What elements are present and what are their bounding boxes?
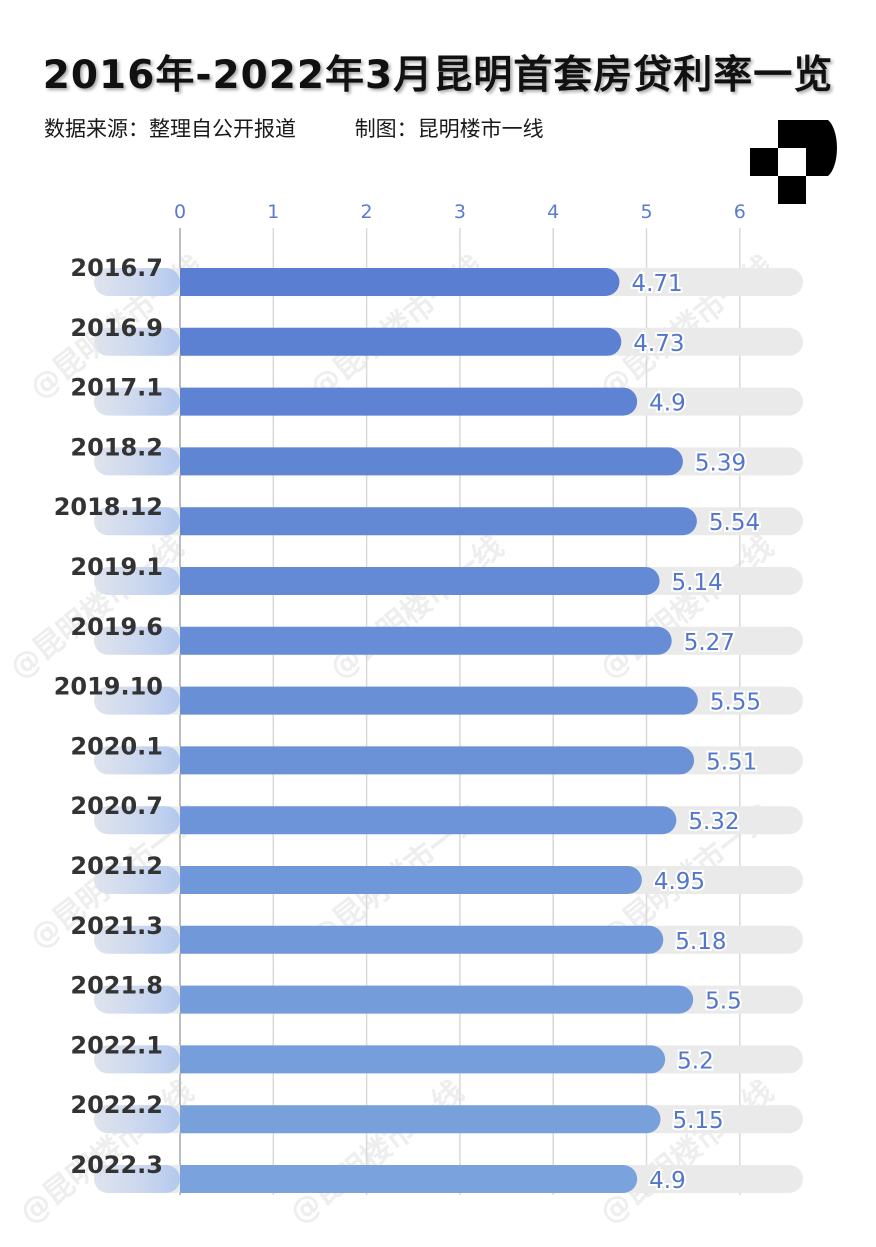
value-label: 5.51 bbox=[706, 749, 757, 775]
category-label: 2016.7 bbox=[70, 254, 163, 282]
watermark-text: @昆明楼市一线 bbox=[593, 1074, 780, 1231]
watermark-text: @昆明楼市一线 bbox=[593, 529, 780, 686]
x-tick-label: 6 bbox=[734, 201, 746, 223]
value-label: 4.95 bbox=[654, 869, 705, 895]
bar bbox=[180, 387, 638, 416]
category-stub bbox=[94, 985, 180, 1014]
x-axis-ticks: 0 1 2 3 4 5 6 bbox=[174, 201, 746, 223]
bar-row: 2019.1 5.14 bbox=[70, 553, 803, 598]
value-label: 5.5 bbox=[705, 989, 742, 1015]
category-label: 2018.12 bbox=[54, 493, 163, 521]
bar-row: 2018.2 5.39 bbox=[70, 433, 803, 478]
watermark-text: @昆明楼市一线 bbox=[283, 1074, 470, 1231]
bar-row: 2016.7 4.71 bbox=[70, 254, 803, 299]
category-label: 2016.9 bbox=[70, 314, 163, 342]
category-label: 2018.2 bbox=[70, 433, 163, 461]
category-stub bbox=[94, 866, 180, 894]
author-text: 制图：昆明楼市一线 bbox=[354, 117, 544, 141]
x-tick-label: 2 bbox=[361, 201, 373, 223]
category-label: 2021.8 bbox=[70, 972, 163, 1000]
category-label: 2022.3 bbox=[70, 1151, 163, 1179]
value-label: 5.18 bbox=[675, 929, 726, 955]
bar-row: 2022.1 5.2 bbox=[70, 1031, 803, 1076]
bar-row: 2020.7 5.32 bbox=[70, 792, 803, 837]
bar-row: 2016.9 4.73 bbox=[70, 314, 803, 359]
bar bbox=[180, 567, 660, 595]
category-label: 2019.6 bbox=[70, 613, 163, 641]
bar bbox=[180, 507, 697, 536]
category-stub bbox=[94, 507, 180, 536]
chart-subtitle: 数据来源：整理自公开报道 制图：昆明楼市一线 bbox=[44, 113, 596, 143]
category-stub bbox=[94, 626, 180, 655]
category-label: 2020.7 bbox=[70, 792, 163, 820]
bar-row: 2019.6 5.27 bbox=[70, 613, 803, 658]
x-tick-label: 5 bbox=[640, 201, 652, 223]
bar-row: 2021.2 4.95 bbox=[70, 852, 803, 897]
bar bbox=[180, 866, 642, 894]
category-label: 2019.1 bbox=[70, 553, 163, 581]
value-label: 4.9 bbox=[649, 1168, 686, 1194]
bar-row: 2018.12 5.54 bbox=[54, 493, 803, 538]
x-tick-label: 4 bbox=[547, 201, 559, 223]
bar-row: 2022.2 5.15 bbox=[70, 1091, 803, 1136]
value-label: 5.15 bbox=[672, 1108, 723, 1134]
bar-row: 2020.1 5.51 bbox=[70, 732, 803, 777]
category-stub bbox=[94, 327, 180, 356]
category-label: 2021.2 bbox=[70, 852, 163, 880]
value-label: 5.54 bbox=[709, 510, 760, 536]
bar-row: 2019.10 5.55 bbox=[54, 673, 803, 718]
bar-row: 2021.3 5.18 bbox=[70, 912, 803, 957]
chart-title: 2016年-2022年3月昆明首套房贷利率一览 bbox=[42, 53, 834, 98]
bar bbox=[180, 1165, 638, 1193]
bar-row: 2021.8 5.5 bbox=[70, 972, 803, 1017]
category-stub bbox=[94, 925, 180, 954]
bar-rows: 2016.74.712016.94.732017.14.92018.25.392… bbox=[54, 254, 803, 1196]
logo-icon bbox=[750, 120, 837, 204]
category-stub bbox=[94, 268, 180, 296]
bar bbox=[180, 268, 620, 296]
value-label: 5.39 bbox=[695, 450, 746, 476]
bar bbox=[180, 746, 695, 775]
category-stub bbox=[94, 746, 180, 775]
bar-row: 2017.1 4.9 bbox=[70, 374, 803, 419]
bar bbox=[180, 1045, 666, 1074]
bar bbox=[180, 925, 664, 954]
value-label: 5.55 bbox=[710, 690, 761, 716]
category-stub bbox=[94, 1045, 180, 1074]
bar bbox=[180, 985, 694, 1014]
x-tick-label: 1 bbox=[267, 201, 279, 223]
watermark-text: @昆明楼市一线 bbox=[323, 529, 510, 686]
x-tick-label: 3 bbox=[454, 201, 466, 223]
category-label: 2020.1 bbox=[70, 732, 163, 760]
x-tick-label: 0 bbox=[174, 201, 186, 223]
category-stub bbox=[94, 806, 180, 835]
bar bbox=[180, 626, 672, 655]
category-stub bbox=[94, 387, 180, 416]
bar bbox=[180, 447, 683, 476]
bar bbox=[180, 686, 698, 715]
bar bbox=[180, 1105, 661, 1134]
category-stub bbox=[94, 1105, 180, 1134]
category-label: 2021.3 bbox=[70, 912, 163, 940]
category-stub bbox=[94, 1165, 180, 1193]
category-label: 2022.2 bbox=[70, 1091, 163, 1119]
data-source-text: 数据来源：整理自公开报道 bbox=[44, 117, 296, 141]
category-stub bbox=[94, 567, 180, 595]
bar bbox=[180, 327, 622, 356]
category-label: 2019.10 bbox=[54, 673, 163, 701]
value-label: 5.14 bbox=[672, 570, 723, 596]
category-stub bbox=[94, 447, 180, 476]
bar-row: 2022.3 4.9 bbox=[70, 1151, 803, 1196]
category-label: 2017.1 bbox=[70, 374, 163, 402]
value-label: 5.27 bbox=[684, 630, 735, 656]
value-label: 5.32 bbox=[688, 809, 739, 835]
category-stub bbox=[94, 686, 180, 715]
value-label: 4.73 bbox=[633, 331, 684, 357]
value-label: 4.9 bbox=[649, 391, 686, 417]
category-label: 2022.1 bbox=[70, 1031, 163, 1059]
value-label: 4.71 bbox=[631, 271, 682, 297]
value-label: 5.2 bbox=[677, 1048, 714, 1074]
bar bbox=[180, 806, 677, 835]
